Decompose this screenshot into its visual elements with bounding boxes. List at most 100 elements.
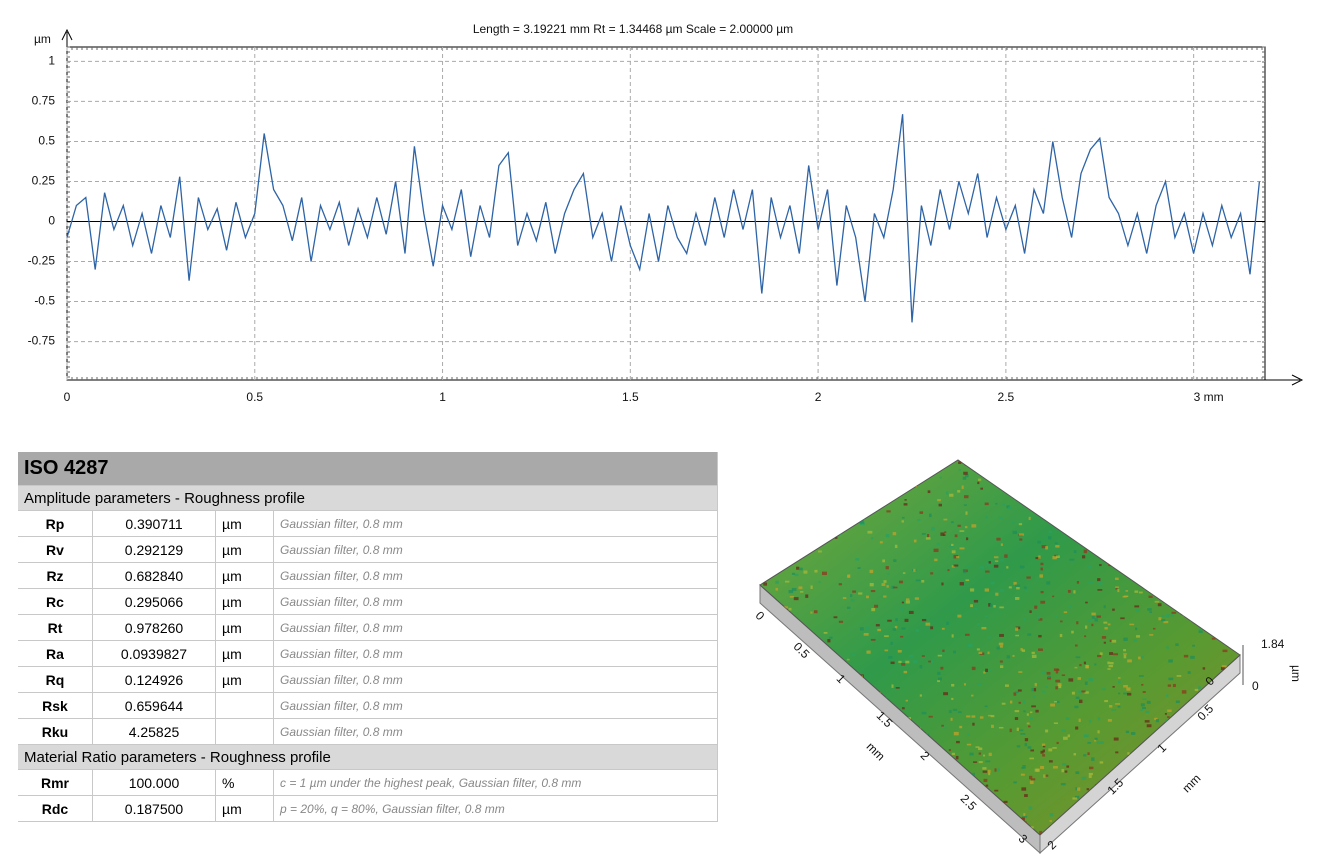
surface-texture [838, 583, 842, 586]
surface-texture [1082, 825, 1087, 829]
surface-texture [897, 789, 902, 792]
surface-texture [846, 658, 850, 661]
surface-texture [964, 821, 968, 825]
surface-texture [1191, 489, 1195, 492]
surface-texture [856, 836, 860, 839]
surface-texture [1029, 610, 1032, 613]
surface-texture [796, 566, 800, 570]
surface-texture [1147, 800, 1151, 803]
surface-texture [886, 796, 889, 799]
surface-texture [1154, 717, 1158, 720]
surface-texture [1014, 710, 1020, 713]
surface-texture [1168, 804, 1173, 809]
surface-texture [1237, 811, 1240, 815]
surface-texture [917, 778, 921, 781]
surface-texture [910, 482, 913, 486]
surface-texture [1021, 767, 1025, 769]
surface-texture [856, 734, 860, 736]
surface-texture [1113, 521, 1118, 524]
surface-texture [798, 781, 803, 785]
table-cell: Gaussian filter, 0.8 mm [273, 614, 718, 641]
surface-texture [1121, 508, 1127, 513]
surface-texture [1179, 539, 1183, 542]
surface-texture [844, 737, 847, 741]
surface-texture [1052, 595, 1055, 598]
surface-texture [1047, 675, 1051, 679]
table-cell: Gaussian filter, 0.8 mm [273, 718, 718, 745]
surface-texture [1149, 776, 1154, 778]
surface-texture [754, 828, 756, 830]
surface-texture [974, 813, 979, 816]
surface-texture [1152, 627, 1156, 630]
surface-texture [793, 597, 799, 601]
surface-texture [1040, 567, 1043, 571]
surface-texture [926, 825, 929, 830]
surface-texture [925, 472, 930, 475]
surface-texture [1037, 616, 1041, 620]
surface-texture [1133, 817, 1138, 821]
surface-texture [1074, 666, 1078, 669]
surface-texture [986, 636, 992, 639]
surface-texture [1191, 508, 1197, 512]
surface-texture [1221, 734, 1224, 739]
surface-texture [1108, 546, 1114, 550]
surface-texture [1196, 553, 1200, 558]
surface-texture [1061, 460, 1065, 461]
surface-texture [1205, 598, 1210, 601]
surface-texture [1053, 722, 1058, 725]
surface-texture [951, 697, 954, 700]
surface-texture [1158, 526, 1164, 529]
surface-texture [1118, 680, 1121, 684]
surface-texture [767, 675, 771, 679]
surface-texture [1214, 628, 1217, 631]
surface-texture [1096, 526, 1102, 529]
surface-texture [1140, 703, 1145, 707]
surface-texture [887, 619, 892, 622]
surface-texture [1123, 588, 1129, 591]
surface-texture [1194, 720, 1199, 724]
surface-texture [993, 605, 996, 608]
table-cell: 100.000 [92, 769, 216, 796]
surface-texture [1026, 713, 1029, 716]
surface-texture [893, 559, 897, 562]
table-row: Rt 0.978260 µm Gaussian filter, 0.8 mm [18, 614, 718, 641]
surface-texture [1008, 586, 1012, 589]
surface-texture [831, 806, 835, 809]
table-row: Rp 0.390711 µm Gaussian filter, 0.8 mm [18, 510, 718, 537]
surface-texture [1234, 533, 1238, 538]
surface-texture [983, 754, 986, 757]
surface-texture [1023, 813, 1026, 817]
surface-texture [1027, 746, 1032, 749]
surface-texture [1069, 460, 1075, 462]
table-cell: 0.292129 [92, 536, 216, 563]
surface-texture [1012, 836, 1016, 839]
surface-texture [760, 665, 762, 668]
surface-texture [1173, 527, 1177, 532]
surface-texture [948, 749, 951, 752]
surface-texture [1174, 807, 1179, 812]
surface-texture [1199, 464, 1204, 468]
surface-texture [1213, 621, 1217, 624]
surface-texture [1084, 681, 1088, 685]
surface-texture [763, 582, 768, 586]
surface-texture [871, 509, 877, 512]
surface-texture [1241, 597, 1246, 599]
surface-texture [831, 472, 836, 477]
surface-texture [795, 823, 800, 827]
surface-texture [1083, 754, 1087, 757]
surface-texture [881, 779, 886, 783]
surface-texture [1107, 668, 1111, 670]
surface-texture [1098, 544, 1104, 547]
surface-texture [1088, 565, 1092, 569]
surface-texture [1189, 798, 1193, 802]
surface-texture [1031, 687, 1034, 692]
surface-texture [982, 838, 986, 840]
surface-texture [1219, 574, 1222, 578]
surface-texture [1030, 826, 1034, 829]
surface-texture [1191, 814, 1196, 818]
surface-texture [1115, 586, 1119, 589]
surface-texture [1098, 581, 1103, 585]
surface-texture [1204, 464, 1210, 466]
surface-texture [1094, 739, 1097, 742]
surface-texture [1031, 654, 1037, 659]
